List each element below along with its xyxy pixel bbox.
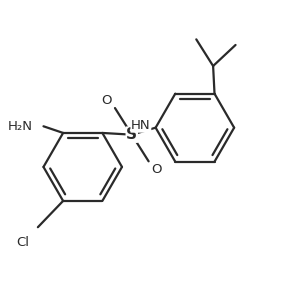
Text: HN: HN <box>131 119 151 132</box>
Text: O: O <box>151 163 162 176</box>
Text: H₂N: H₂N <box>7 120 32 133</box>
Text: S: S <box>126 127 137 142</box>
Text: O: O <box>102 94 112 107</box>
Text: Cl: Cl <box>17 236 29 249</box>
